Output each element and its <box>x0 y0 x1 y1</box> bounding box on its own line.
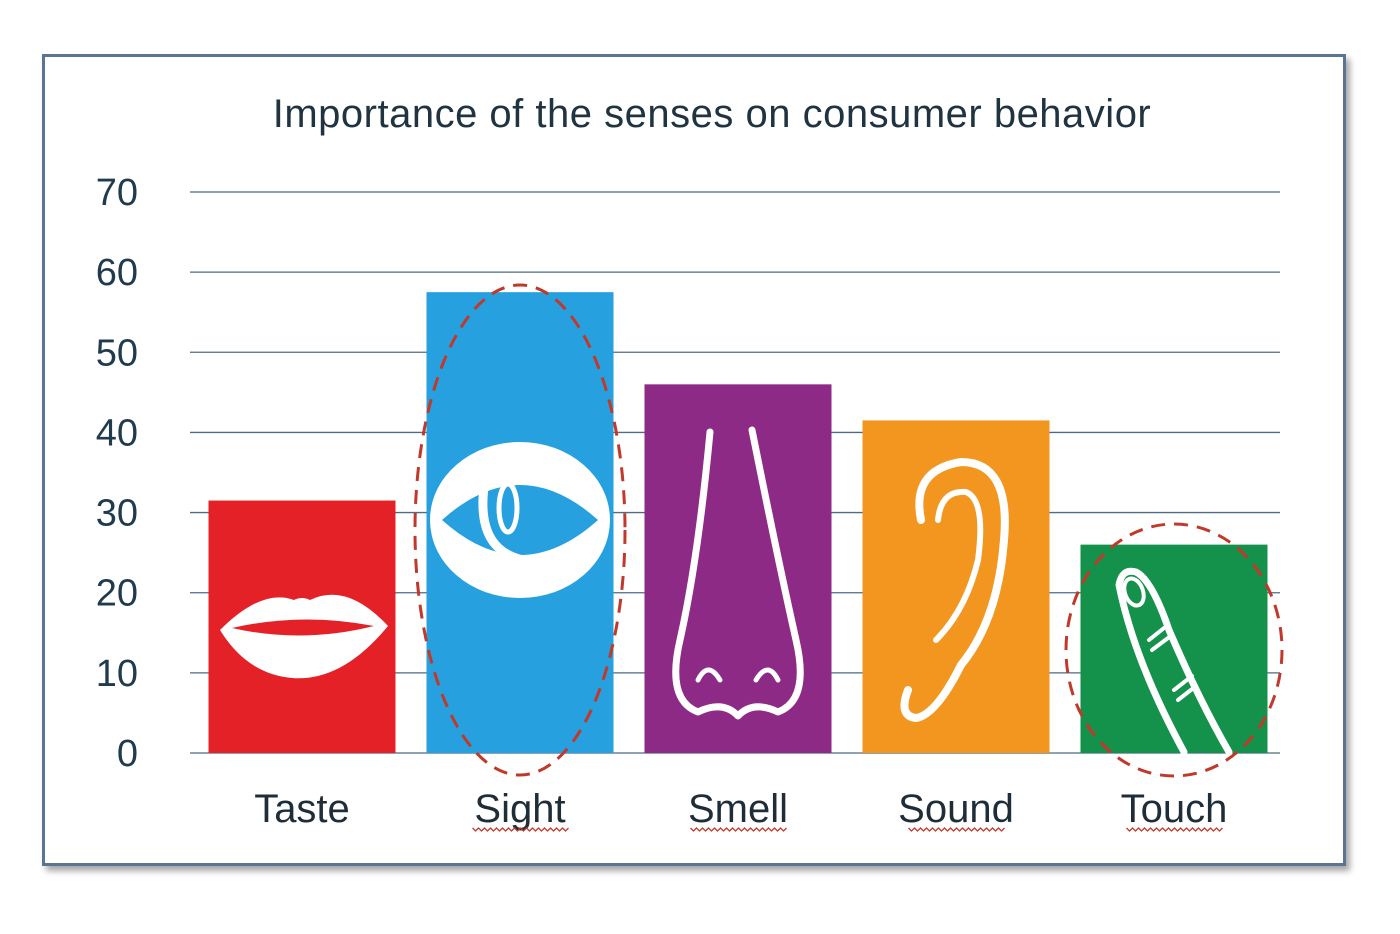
pupil <box>496 481 520 535</box>
y-tick-label: 0 <box>117 733 138 775</box>
x-axis-labels: Taste Sight Smell Sound Touch <box>254 787 1228 832</box>
finger-icon <box>1115 567 1233 756</box>
knuckle-lines <box>1147 626 1198 702</box>
y-tick-label: 30 <box>96 493 138 535</box>
spellcheck-squiggle <box>690 827 787 832</box>
iris-outline <box>478 475 545 567</box>
highlight-ellipse-touch <box>1064 522 1284 778</box>
y-axis-ticks: 0 10 20 30 40 50 60 70 <box>96 172 138 775</box>
x-tick-label: Taste <box>254 787 350 831</box>
nose-icon <box>672 426 804 720</box>
chart-title: Importance of the senses on consumer beh… <box>273 92 1152 136</box>
nostril-left <box>695 667 723 683</box>
y-tick-label: 20 <box>96 573 138 615</box>
bars <box>208 292 1268 753</box>
ear-icon <box>900 458 1009 722</box>
x-tick-label: Sound <box>898 787 1014 831</box>
lips-icon <box>220 594 388 679</box>
fingernail <box>1122 576 1146 608</box>
y-tick-label: 70 <box>96 172 138 214</box>
y-tick-label: 50 <box>96 332 138 374</box>
bar-sound <box>862 420 1050 753</box>
nose-outline <box>672 426 804 720</box>
x-tick-label: Touch <box>1121 787 1228 831</box>
bar-icons <box>220 426 1233 756</box>
spellcheck-squiggle <box>1126 827 1223 832</box>
y-tick-label: 60 <box>96 252 138 294</box>
y-tick-label: 40 <box>96 412 138 454</box>
lip-crease <box>244 641 355 659</box>
bar-smell <box>644 384 832 753</box>
ear-outline <box>900 458 1009 722</box>
finger-outline <box>1115 567 1233 756</box>
highlight-ellipses <box>413 283 1284 778</box>
spellcheck-squiggle <box>472 827 569 832</box>
eye-icon <box>430 442 610 598</box>
nostril-right <box>753 667 781 683</box>
highlight-ellipse-sight <box>413 283 627 777</box>
lips-shape <box>220 594 388 679</box>
x-tick-label: Sight <box>474 787 565 831</box>
spellcheck-squiggle <box>908 827 1005 832</box>
mouth-gap <box>232 619 374 636</box>
y-tick-label: 10 <box>96 653 138 695</box>
ear-inner <box>933 488 984 643</box>
x-tick-label: Smell <box>688 787 788 831</box>
